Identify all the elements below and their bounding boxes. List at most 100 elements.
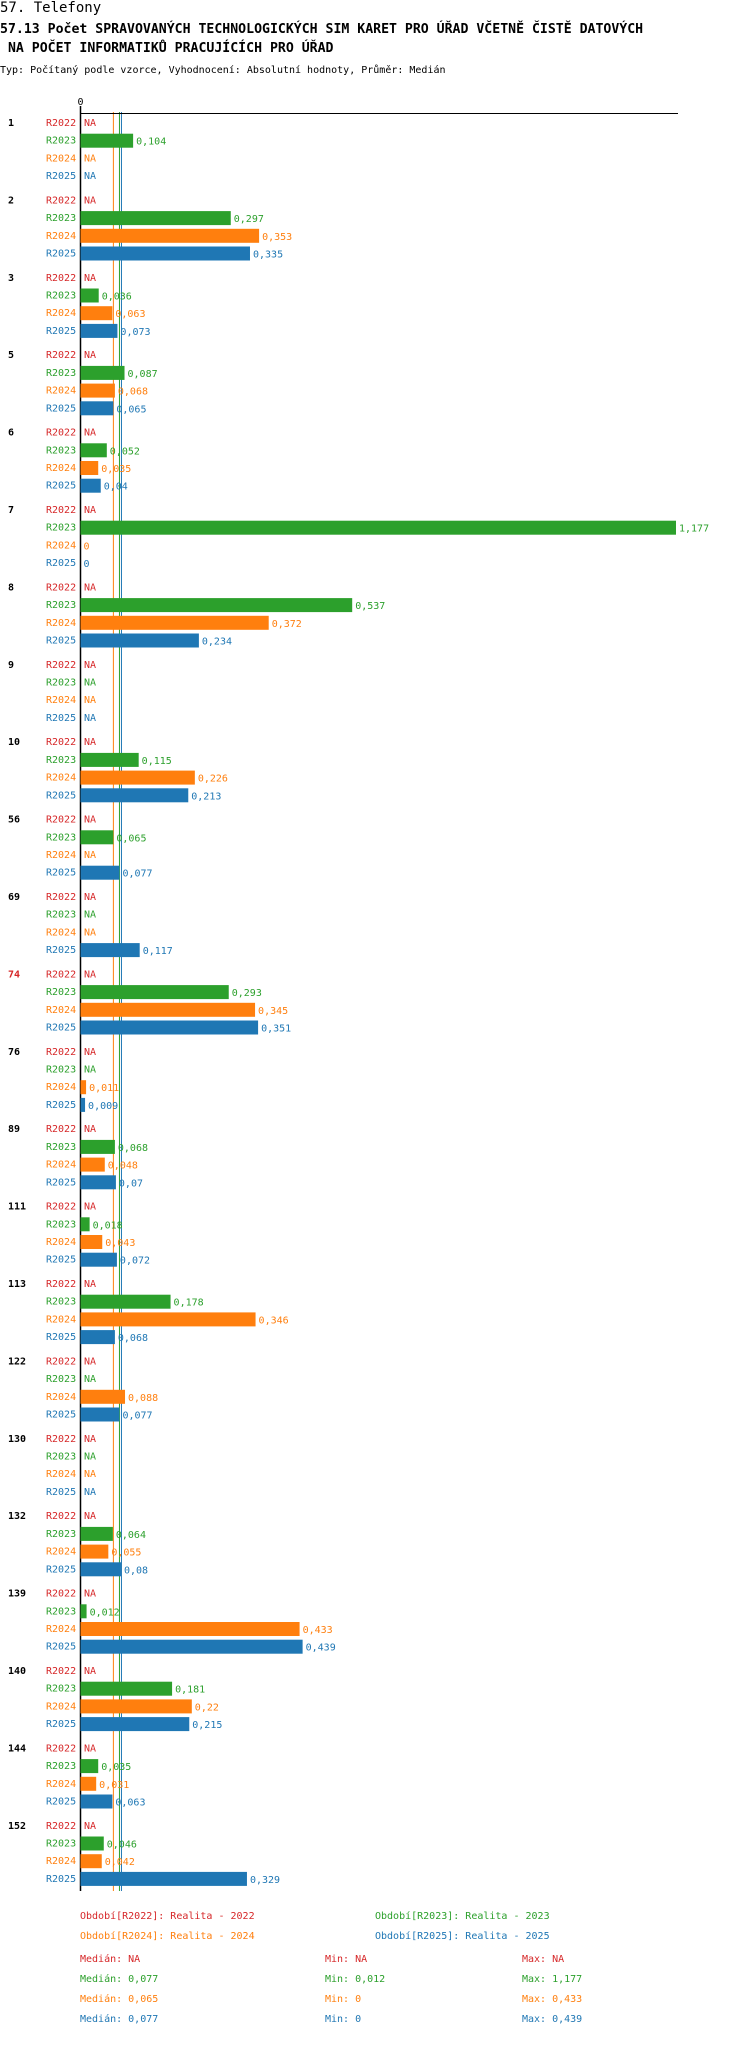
- series-row-label: R2022: [46, 1356, 76, 1367]
- series-row-label: R2023: [46, 213, 76, 224]
- bar-value-label: NA: [84, 1202, 96, 1213]
- bar: [81, 1854, 102, 1868]
- bar-value-label: 0,07: [119, 1178, 143, 1189]
- bar: [81, 1837, 104, 1851]
- category-label: 2: [8, 195, 14, 206]
- category-label: 69: [8, 892, 20, 903]
- bar-value-label: 0,068: [118, 1333, 148, 1344]
- series-row-label: R2024: [46, 1547, 76, 1558]
- category-label: 3: [8, 273, 14, 284]
- bar-value-label: 0: [84, 559, 90, 570]
- series-row-label: R2025: [46, 1410, 76, 1421]
- bar-value-label: NA: [84, 428, 96, 439]
- series-row-label: R2023: [46, 755, 76, 766]
- bar-value-label: NA: [84, 910, 96, 921]
- bar: [81, 521, 677, 535]
- stat-max: Max: NA: [522, 1954, 564, 1965]
- bar: [81, 1003, 256, 1017]
- series-row-label: R2022: [46, 815, 76, 826]
- series-row-label: R2024: [46, 1392, 76, 1403]
- stat-max: Max: 0,433: [522, 1994, 582, 2005]
- bar-value-label: 0,048: [108, 1161, 138, 1172]
- category-label: 130: [8, 1434, 26, 1445]
- bar: [81, 616, 269, 630]
- series-row-label: R2024: [46, 927, 76, 938]
- series-row-label: R2023: [46, 445, 76, 456]
- bar-value-label: 0,077: [122, 869, 152, 880]
- series-row-label: R2024: [46, 1314, 76, 1325]
- series-row-label: R2022: [46, 1511, 76, 1522]
- bar-value-label: 0,065: [116, 404, 146, 415]
- series-row-label: R2024: [46, 1005, 76, 1016]
- bar-value-label: NA: [84, 1434, 96, 1445]
- series-row-label: R2024: [46, 1082, 76, 1093]
- series-row-label: R2023: [46, 1452, 76, 1463]
- series-row-label: R2024: [46, 773, 76, 784]
- bar-value-label: 0,055: [111, 1548, 141, 1559]
- series-row-label: R2025: [46, 1023, 76, 1034]
- bar: [81, 1795, 113, 1809]
- series-row-label: R2025: [46, 171, 76, 182]
- bar-value-label: 0,031: [99, 1780, 129, 1791]
- series-row-label: R2022: [46, 273, 76, 284]
- series-row-label: R2024: [46, 153, 76, 164]
- bar-value-label: NA: [84, 1452, 96, 1463]
- bar-value-label: NA: [84, 737, 96, 748]
- bar-value-label: NA: [84, 1469, 96, 1480]
- series-row-label: R2022: [46, 892, 76, 903]
- bar: [81, 1545, 109, 1559]
- series-row-label: R2022: [46, 969, 76, 980]
- bar-value-label: NA: [84, 695, 96, 706]
- bar: [81, 1140, 115, 1154]
- series-row-label: R2023: [46, 136, 76, 147]
- category-label: 76: [8, 1047, 20, 1058]
- series-row-label: R2022: [46, 660, 76, 671]
- series-row-label: R2025: [46, 1487, 76, 1498]
- bar-value-label: NA: [84, 1821, 96, 1832]
- bar-value-label: NA: [84, 1047, 96, 1058]
- bar-value-label: NA: [84, 195, 96, 206]
- bar-value-label: NA: [84, 582, 96, 593]
- category-label: 122: [8, 1356, 26, 1367]
- bar-value-label: 0,433: [303, 1625, 333, 1636]
- bar-value-label: NA: [84, 927, 96, 938]
- series-row-label: R2022: [46, 1821, 76, 1832]
- series-row-label: R2023: [46, 1606, 76, 1617]
- bar-value-label: 0,293: [232, 988, 262, 999]
- series-row-label: R2024: [46, 1237, 76, 1248]
- series-row-label: R2025: [46, 1797, 76, 1808]
- series-row-label: R2023: [46, 1374, 76, 1385]
- category-label: 152: [8, 1821, 26, 1832]
- category-label: 56: [8, 815, 20, 826]
- bar-value-label: NA: [84, 1065, 96, 1076]
- series-row-label: R2024: [46, 618, 76, 629]
- series-row-label: R2025: [46, 713, 76, 724]
- series-row-label: R2024: [46, 1779, 76, 1790]
- series-row-label: R2022: [46, 582, 76, 593]
- series-row-label: R2024: [46, 1160, 76, 1171]
- bar-value-label: 0,043: [105, 1238, 135, 1249]
- legend-entry: Období[R2024]: Realita - 2024: [80, 1931, 255, 1942]
- bar: [81, 443, 107, 457]
- bar-value-label: 0,117: [143, 946, 173, 957]
- category-label: 132: [8, 1511, 26, 1522]
- series-row-label: R2022: [46, 737, 76, 748]
- series-row-label: R2022: [46, 1124, 76, 1135]
- series-row-label: R2023: [46, 678, 76, 689]
- bar-value-label: 0,297: [234, 214, 264, 225]
- bar-value-label: NA: [84, 1374, 96, 1385]
- series-row-label: R2023: [46, 1297, 76, 1308]
- bar: [81, 1640, 303, 1654]
- bar-value-label: 0,335: [253, 250, 283, 261]
- bar-value-label: NA: [84, 660, 96, 671]
- bar-value-label: 0,035: [101, 464, 131, 475]
- bar: [81, 1682, 173, 1696]
- series-row-label: R2025: [46, 1255, 76, 1266]
- bar: [81, 1217, 90, 1231]
- bar: [81, 289, 99, 303]
- bar-value-label: 0,068: [118, 387, 148, 398]
- bar-value-label: NA: [84, 273, 96, 284]
- bar-value-label: NA: [84, 1356, 96, 1367]
- series-row-label: R2022: [46, 1589, 76, 1600]
- bar: [81, 306, 113, 320]
